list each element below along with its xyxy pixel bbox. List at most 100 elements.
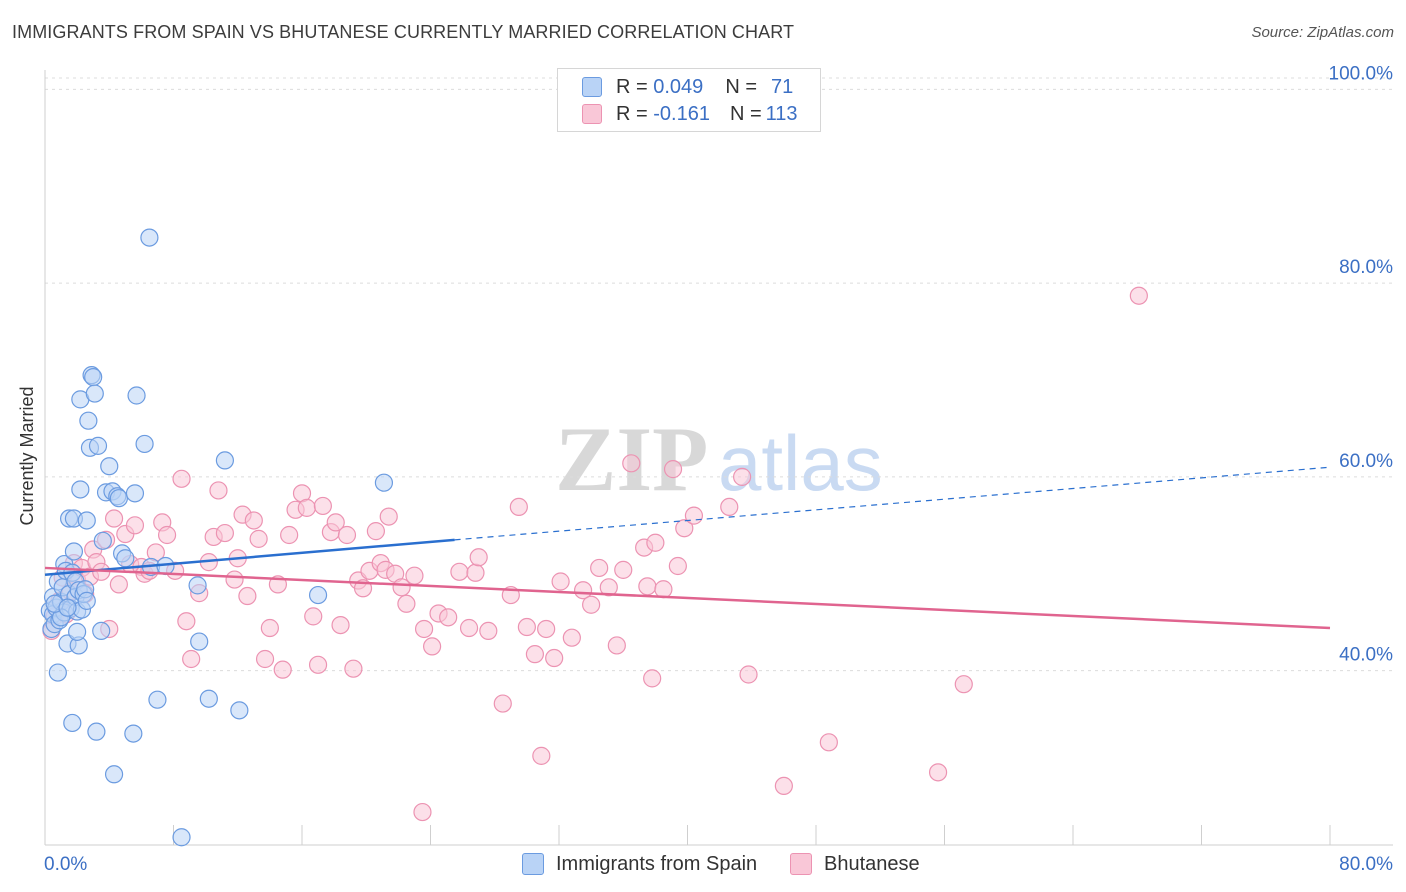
bhutanese-point [545,648,564,668]
bhutanese-point [654,580,673,599]
bhutanese-point [313,496,332,516]
legend-swatch-spain [582,77,602,97]
bhutanese-point [413,802,432,822]
bhutanese-point [774,776,793,796]
bhutanese-point [273,660,292,679]
bhutanese-point [733,467,752,486]
spain-trend-line [44,538,455,576]
bottom-legend-swatch-bhutanese [790,853,812,875]
bhutanese-point [675,519,694,538]
bhutanese-point [104,509,124,528]
spain-point [58,598,77,617]
bhutanese-point [493,694,512,713]
bhutanese-point [366,522,385,541]
bottom-legend-swatch-spain [522,853,544,875]
spain-point [109,489,128,508]
bhutanese-point [238,586,257,606]
spain-point [88,436,108,455]
spain-point [172,828,191,847]
bhutanese-point [255,649,275,669]
series-bhutanese-points [42,286,1148,822]
spain-point [68,622,87,641]
bhutanese-point [177,612,196,631]
axes [44,70,1393,846]
y-tick-label: 80.0% [1339,257,1393,278]
spain-point [148,690,167,709]
bhutanese-point [562,628,581,647]
spain-point [77,511,96,530]
bhutanese-point [622,454,641,473]
spain-point [215,451,234,470]
bhutanese-point [643,669,662,688]
trend-lines [44,466,1331,630]
bhutanese-point [215,523,234,543]
bhutanese-point [928,763,948,782]
spain-point [100,457,119,476]
bhutanese-point [954,675,973,694]
bhutanese-point [663,460,683,479]
bhutanese-point [379,507,398,526]
bhutanese-point [532,746,551,765]
legend-row-spain: R = 0.049 N = 71 [582,74,793,100]
bhutanese-trend-line [44,566,1331,630]
bhutanese-point [459,618,479,638]
spain-point [140,228,159,247]
bhutanese-point [646,533,665,552]
spain-point [230,701,249,720]
legend-n-label: N = [725,75,757,98]
bhutanese-point [450,562,469,581]
series-spain-points [40,228,394,847]
bhutanese-point [331,615,350,635]
spain-point [125,484,145,503]
bhutanese-point [249,529,268,548]
watermark-atlas: atlas [718,419,883,507]
y-axis-label: Currently Married [17,386,37,525]
bhutanese-point [684,506,704,525]
bhutanese-point [304,607,323,626]
bhutanese-point [819,733,838,752]
bhutanese-point [172,469,191,488]
bhutanese-point [638,577,657,596]
spain-point [124,724,143,743]
bhutanese-point [244,511,263,530]
spain-trend-extension [454,466,1331,541]
bhutanese-point [479,621,498,641]
spain-point [63,713,82,733]
bhutanese-point [405,566,424,585]
y-tick-labels: 40.0% 60.0% 80.0% 100.0% [1329,63,1394,665]
bhutanese-point [469,548,488,567]
x-tick-label: 0.0% [44,854,87,875]
spain-point [188,576,207,595]
bhutanese-point [344,659,363,678]
spain-point [85,384,104,403]
bottom-legend-label-bhutanese: Bhutanese [824,852,920,875]
source-label: Source: ZipAtlas.com [1251,24,1394,41]
spain-point [104,765,124,784]
y-tick-label: 100.0% [1329,63,1394,84]
spain-point [374,473,394,492]
spain-point [190,632,209,651]
spain-point [135,434,154,454]
bhutanese-point [525,645,545,664]
bhutanese-point [739,665,758,684]
bhutanese-point [125,516,145,535]
spain-point [92,621,111,641]
bhutanese-point [297,498,316,517]
bhutanese-point [109,575,128,594]
bhutanese-point [1129,286,1148,305]
bottom-legend-bhutanese: Bhutanese [790,850,920,878]
bhutanese-point [582,595,601,614]
y-tick-label: 40.0% [1339,645,1393,666]
spain-point [79,411,98,430]
spain-point [116,549,135,568]
bhutanese-point [551,572,570,591]
bhutanese-point [599,578,618,597]
bhutanese-point [397,594,416,613]
spain-point [77,591,96,610]
legend-n-value: 113 [765,102,798,125]
spain-point [64,542,84,561]
spain-point [71,480,90,499]
legend-r-value: -0.161 [653,102,710,125]
y-tick-label: 60.0% [1339,451,1393,472]
bhutanese-point [308,655,328,674]
